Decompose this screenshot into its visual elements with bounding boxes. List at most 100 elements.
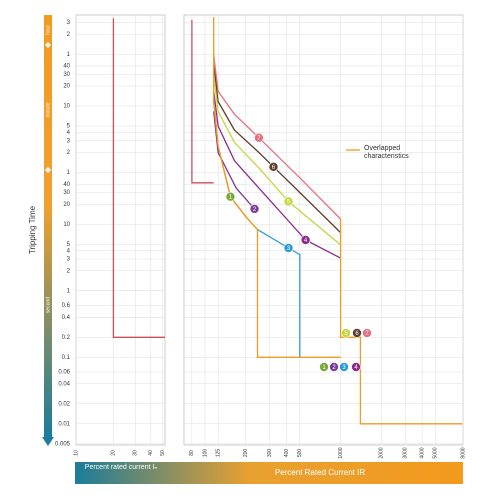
curve-label: 6 (355, 331, 359, 337)
y-tick-label: 0.04 (58, 381, 70, 387)
plot-frame (75, 14, 166, 446)
y-tick-label: 2 (67, 32, 71, 38)
y-tick-label: 0.4 (62, 315, 71, 321)
time-band-arrow (42, 437, 54, 446)
y-axis-label: Tripping Time (28, 205, 37, 254)
y-tick-label: 5 (67, 124, 71, 130)
x-tick-label: 100 (202, 449, 208, 458)
y-tick-label: 5 (67, 242, 71, 248)
x-tick-label: 5000 (433, 447, 439, 458)
curve-label-badge (283, 196, 294, 207)
series-line (191, 19, 214, 184)
curve-label: 1 (229, 195, 233, 201)
y-tick-label: 0.06 (58, 370, 70, 376)
x-tick-label: 10 (73, 450, 79, 456)
curve-label: 3 (287, 246, 291, 252)
x-axis-label: Percent rated current Iₙ (84, 464, 158, 471)
curve-label: 5 (344, 331, 348, 337)
curve-label-badge (339, 362, 349, 372)
x-tick-label: 80 (189, 450, 195, 456)
y-tick-label: 0.01 (58, 421, 70, 427)
time-unit: second (45, 297, 51, 313)
curve-label-badge (329, 362, 339, 372)
series-line (213, 54, 342, 220)
x-axis-label: Percent Rated Current IR (275, 468, 365, 477)
y-tick-label: 20 (63, 202, 70, 208)
y-tick-label: 3 (67, 20, 71, 26)
series-line (257, 229, 301, 358)
curve-label-badge (283, 243, 294, 253)
y-tick-label: 10 (63, 222, 70, 228)
x-tick-label: 125 (215, 449, 221, 458)
y-tick-label: 2 (67, 150, 71, 156)
curve-label: 4 (354, 365, 358, 371)
x-tick-label: 4000 (420, 447, 426, 458)
y-tick-label: 1 (67, 52, 71, 58)
x-tick-label: 50 (160, 450, 166, 456)
y-tick-label: 40 (63, 182, 70, 188)
y-tick-label: 0.2 (62, 335, 71, 341)
x-tick-label: 3000 (403, 447, 409, 458)
y-tick-label: 4 (67, 248, 71, 254)
curve-label: 2 (332, 365, 336, 371)
curve-label: 2 (253, 207, 257, 213)
y-tick-label: 3 (67, 138, 71, 144)
y-tick-label: 2 (67, 268, 71, 274)
curve-label: 6 (272, 165, 276, 171)
curve-label: 7 (257, 136, 261, 142)
y-tick-label: 1 (67, 288, 71, 294)
y-tick-label: 20 (63, 84, 70, 90)
band-divider (45, 42, 51, 48)
x-tick-label: 8000 (460, 447, 466, 458)
y-tick-label: 3 (67, 257, 71, 263)
curve-label-badge (341, 328, 351, 338)
y-tick-label: 0.005 (55, 441, 71, 447)
x-tick-label: 2000 (379, 447, 385, 458)
series-line (213, 91, 341, 259)
y-tick-label: 4 (67, 130, 71, 136)
y-tick-label: 10 (63, 104, 70, 110)
x-tick-label: 500 (297, 449, 303, 458)
x-tick-label: 30 (133, 450, 139, 456)
y-tick-label: 0.6 (62, 303, 71, 309)
y-tick-label: 0.02 (58, 401, 70, 407)
x-tick-label: 200 (243, 449, 249, 458)
curve-label-badge (300, 235, 311, 245)
series-line (213, 64, 342, 234)
curve-label-badge (352, 328, 362, 338)
y-tick-label: 1 (67, 170, 71, 176)
time-unit: minute (45, 102, 51, 117)
y-tick-label: 30 (63, 72, 70, 78)
x-axis-bar (75, 462, 463, 484)
time-band-bar (44, 15, 52, 437)
curve-label-badge (351, 362, 361, 372)
time-unit: hour (45, 25, 51, 35)
curve-label-badge (362, 328, 372, 338)
curve-label: 7 (365, 331, 369, 337)
series-line (213, 111, 255, 210)
x-tick-label: 400 (284, 449, 290, 458)
y-tick-label: 30 (63, 190, 70, 196)
legend-label: Overlapped characteristics (364, 145, 409, 160)
curve-label: 5 (287, 200, 291, 206)
curve-label-badge (249, 204, 260, 214)
series-line (213, 17, 463, 425)
y-tick-label: 0.1 (62, 355, 71, 361)
series-line (112, 18, 165, 338)
curve-label: 4 (304, 238, 308, 244)
series-line (213, 74, 342, 246)
curve-label: 1 (322, 365, 326, 371)
curve-label-badge (268, 162, 279, 172)
x-tick-label: 300 (267, 449, 273, 458)
band-divider (45, 167, 51, 173)
x-tick-label: 20 (111, 450, 117, 456)
curve-label: 3 (342, 365, 346, 371)
x-tick-label: 1000 (338, 447, 344, 458)
curve-label-badge (319, 362, 329, 372)
curve-label-badge (254, 132, 264, 143)
x-tick-label: 40 (148, 450, 154, 456)
curve-label-badge (225, 191, 236, 202)
y-tick-label: 40 (63, 64, 70, 70)
